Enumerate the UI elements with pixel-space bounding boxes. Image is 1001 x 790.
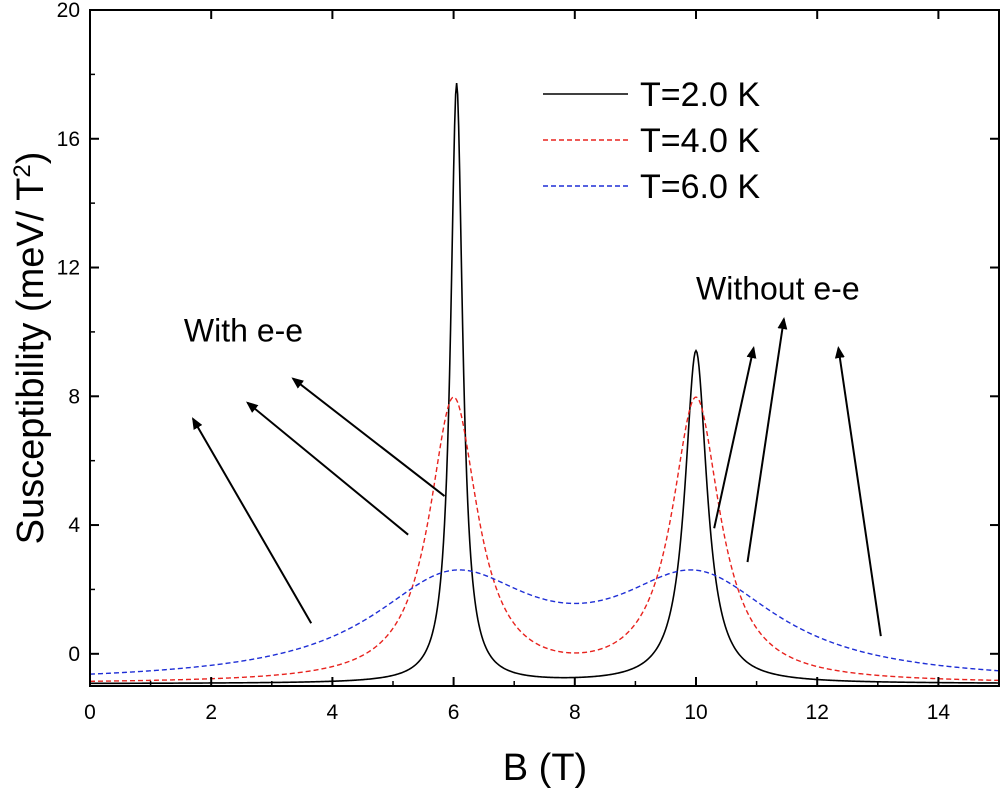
x-tick-label: 8	[569, 701, 581, 724]
y-tick-label: 20	[57, 0, 80, 22]
y-tick-label: 4	[68, 514, 80, 537]
x-tick-label: 4	[327, 701, 339, 724]
x-tick-label: 12	[806, 701, 829, 724]
y-tick-label: 8	[68, 385, 80, 408]
legend-label-1: T=4.0 K	[640, 122, 760, 160]
y-tick-label: 0	[68, 643, 80, 666]
annotation-arrow-0-2	[291, 377, 446, 497]
y-tick-label: 12	[57, 257, 80, 280]
x-axis-title: B (T)	[503, 747, 587, 789]
legend-label-2: T=6.0 K	[640, 168, 760, 206]
annotation-arrow-0-1	[246, 401, 409, 536]
y-axis-title-close: )	[10, 152, 52, 165]
annotation-arrow-1-1	[746, 317, 788, 563]
y-axis-title-main: Susceptibility (meV/ T	[10, 178, 52, 545]
x-tick-label: 10	[684, 701, 707, 724]
series-line-1	[90, 396, 999, 682]
tick-layer: 0 2 4 6 8 10 12 14 0 4 8 12 16 20	[57, 0, 999, 724]
series-line-2	[90, 569, 999, 675]
annotation-arrow-1-0	[713, 346, 757, 529]
series-layer	[90, 82, 999, 685]
x-tick-label: 0	[84, 701, 96, 724]
x-tick-label: 6	[448, 701, 460, 724]
y-axis-title: Susceptibility (meV/ T2)	[9, 152, 53, 545]
annotation-arrow-0-0	[192, 417, 313, 624]
plot-frame	[89, 9, 1000, 687]
x-tick-label: 2	[205, 701, 217, 724]
annotation-label-0: With e-e	[184, 313, 303, 349]
y-tick-label: 16	[57, 128, 80, 151]
annotation-layer: With e-e Without e-e	[184, 271, 882, 637]
annotation-label-1: Without e-e	[696, 271, 860, 307]
legend: T=2.0 K T=4.0 K T=6.0 K	[543, 76, 760, 206]
x-tick-label: 14	[927, 701, 951, 724]
legend-label-0: T=2.0 K	[640, 76, 760, 114]
series-line-0	[90, 82, 999, 685]
y-axis-title-superscript: 2	[9, 164, 36, 177]
annotation-arrow-1-2	[834, 346, 882, 637]
